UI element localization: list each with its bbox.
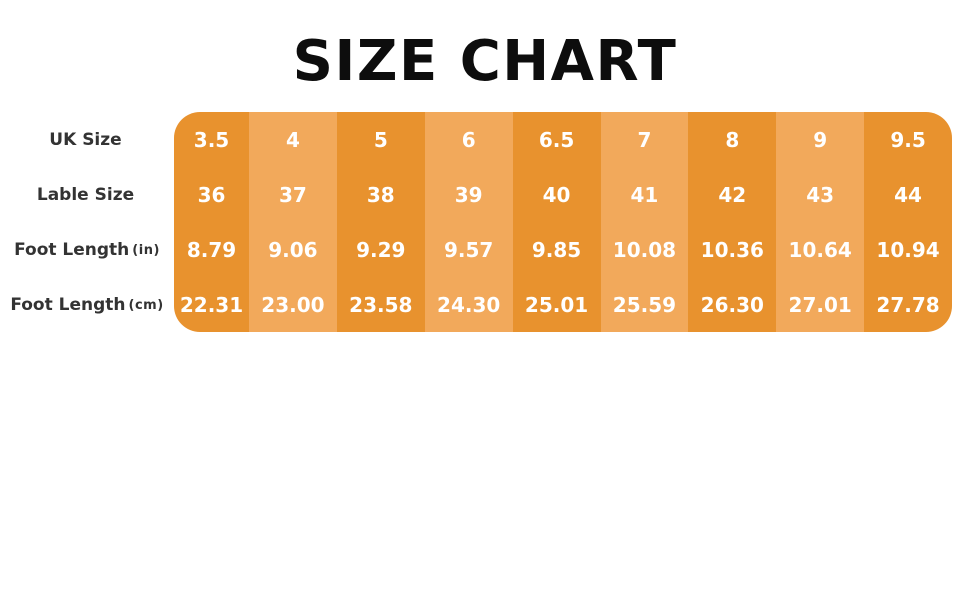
table-cell: 25.59 [612, 292, 677, 317]
row-label-unit: (in) [132, 243, 160, 258]
row-label-text: Lable Size [36, 184, 135, 205]
table-cell: 41 [630, 182, 659, 207]
table-cell: 27.01 [788, 292, 852, 317]
table-cell: 5 [373, 127, 388, 152]
table-cell: 42 [718, 182, 747, 207]
table-cell: 8 [725, 127, 740, 152]
table-cell: 40 [542, 182, 571, 207]
table-cell: 10.36 [700, 237, 764, 262]
table-cell: 6 [461, 127, 476, 152]
table-cell: 7 [637, 127, 652, 152]
size-chart-table: UK Size Lable Size Foot Length (in) Foot… [0, 112, 952, 332]
table-cell: 37 [279, 182, 307, 207]
size-column-8: 9.5 44 10.94 27.78 [864, 112, 952, 332]
table-cell: 24.30 [437, 292, 501, 317]
row-label-foot-length-cm: Foot Length (cm) [0, 277, 174, 332]
table-cell: 23.58 [349, 292, 413, 317]
table-cell: 3.5 [193, 127, 230, 152]
size-column-1: 4 37 9.06 23.00 [249, 112, 337, 332]
table-cell: 26.30 [700, 292, 764, 317]
size-column-0: 3.5 36 8.79 22.31 [174, 112, 249, 332]
size-column-2: 5 38 9.29 23.58 [336, 112, 425, 332]
row-labels: UK Size Lable Size Foot Length (in) Foot… [0, 112, 174, 332]
table-cell: 9.29 [356, 237, 406, 262]
table-cell: 36 [197, 182, 226, 207]
table-cell: 38 [366, 182, 395, 207]
page-title: SIZE CHART [292, 29, 678, 94]
size-grid: 3.5 36 8.79 22.31 4 37 9.06 23.00 5 38 9… [174, 112, 952, 332]
size-column-4: 6.5 40 9.85 25.01 [512, 112, 601, 332]
table-cell: 9 [813, 127, 828, 152]
size-column-6: 8 42 10.36 26.30 [688, 112, 777, 332]
size-column-7: 9 43 10.64 27.01 [776, 112, 865, 332]
row-label-text: Foot Length [14, 239, 130, 260]
table-cell: 22.31 [179, 292, 244, 317]
table-cell: 4 [285, 127, 300, 152]
table-cell: 27.78 [876, 292, 940, 317]
table-cell: 9.57 [444, 237, 494, 262]
table-cell: 6.5 [538, 127, 575, 152]
row-label-text: UK Size [49, 129, 122, 150]
table-cell: 9.85 [531, 237, 582, 262]
table-cell: 10.08 [612, 237, 677, 262]
table-cell: 39 [454, 182, 483, 207]
table-cell: 9.5 [890, 127, 926, 152]
table-cell: 10.94 [876, 237, 940, 262]
row-label-lable-size: Lable Size [0, 167, 174, 222]
table-cell: 10.64 [788, 237, 852, 262]
size-column-5: 7 41 10.08 25.59 [600, 112, 689, 332]
row-label-uk-size: UK Size [0, 112, 174, 167]
table-cell: 44 [894, 182, 922, 207]
size-column-3: 6 39 9.57 24.30 [424, 112, 513, 332]
table-cell: 9.06 [268, 237, 318, 262]
table-cell: 25.01 [524, 292, 589, 317]
table-cell: 8.79 [186, 237, 237, 262]
row-label-foot-length-in: Foot Length (in) [0, 222, 174, 277]
row-label-unit: (cm) [128, 298, 164, 313]
row-label-text: Foot Length [10, 294, 126, 315]
table-cell: 43 [806, 182, 835, 207]
table-cell: 23.00 [261, 292, 325, 317]
